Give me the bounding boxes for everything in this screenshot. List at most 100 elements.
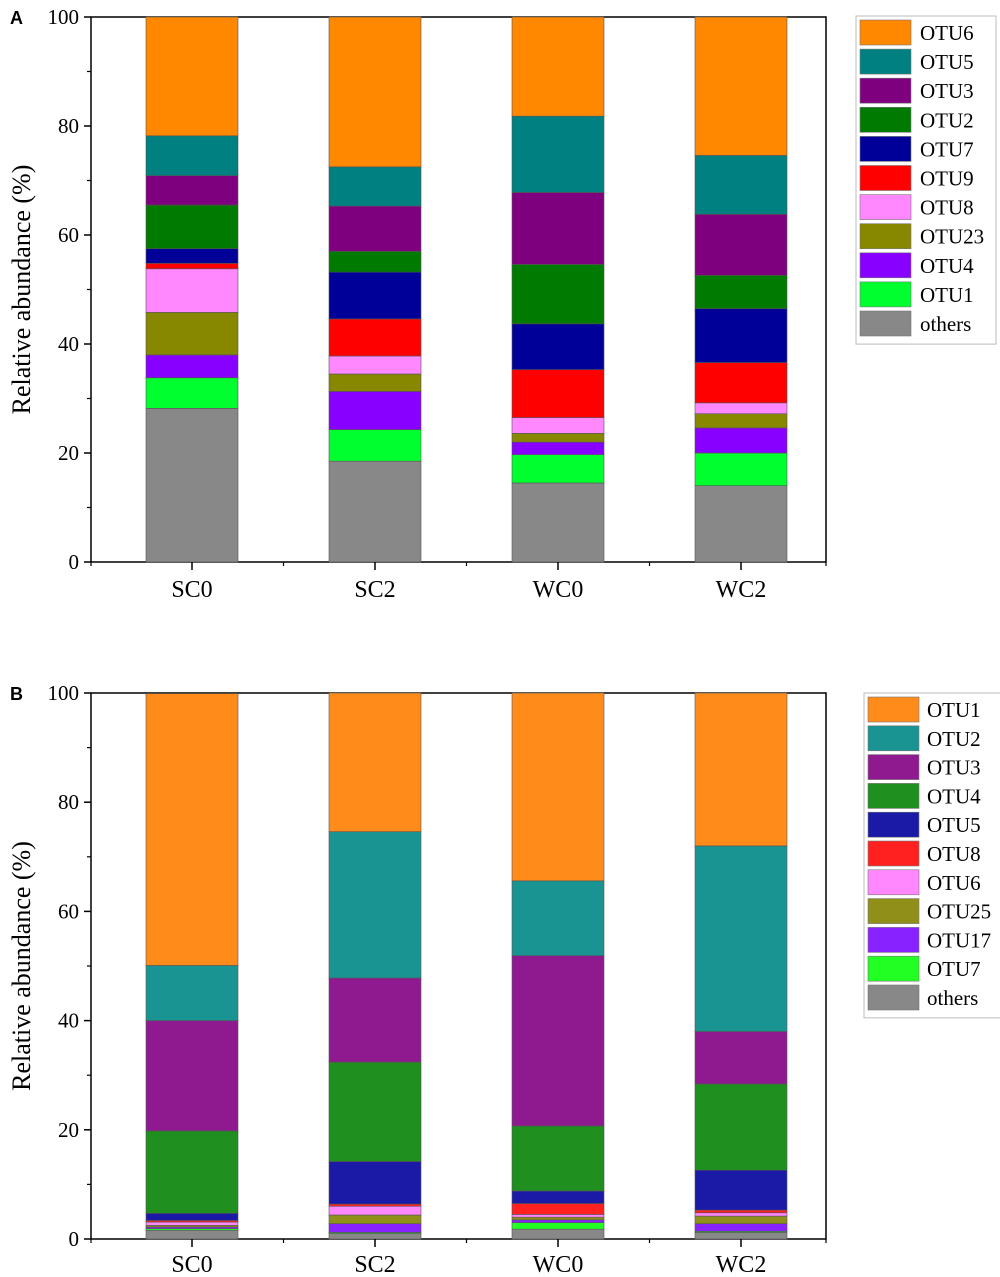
bar-segment-wc2-otu4 <box>694 1083 788 1171</box>
legend-label-otu9: OTU9 <box>920 167 974 191</box>
legend-label-otu4: OTU4 <box>920 254 974 278</box>
bar-segment-sc2-otu8 <box>328 355 422 375</box>
panel-label: A <box>10 8 23 28</box>
bar-segment-sc2-otu2 <box>328 831 422 979</box>
y-axis-title: Relative abundance (%) <box>7 165 36 415</box>
legend-label-otu7: OTU7 <box>920 137 974 161</box>
bar-segment-sc0-otu7 <box>145 248 239 264</box>
x-tick-label-wc0: WC0 <box>533 577 584 603</box>
bar-segment-sc0-otu3 <box>145 175 239 206</box>
legend-label-otu17: OTU17 <box>927 928 991 952</box>
panel-b: B 0 20 40 60 80 100 SC0 SC2 WC0 WC2 Relative abunda… <box>7 681 1000 1277</box>
bar-segment-wc0-otu6 <box>511 1214 605 1218</box>
bar-segment-sc2-otu7 <box>328 271 422 320</box>
legend-label-otu23: OTU23 <box>920 225 984 249</box>
bar-segment-sc2-otu5 <box>328 1161 422 1205</box>
bar-segment-wc2-others <box>694 1232 788 1240</box>
y-tick-label: 0 <box>69 550 80 574</box>
bar-segment-sc0-otu23 <box>145 312 239 356</box>
legend-label-otu1: OTU1 <box>927 698 981 722</box>
bar-segment-sc0-otu1 <box>145 377 239 409</box>
bar-segment-wc0-otu25 <box>511 1216 605 1221</box>
bar-segment-sc2-otu6 <box>328 1205 422 1216</box>
bar-segment-wc2-otu5 <box>694 1169 788 1211</box>
bar-segment-sc2-otu9 <box>328 318 422 357</box>
bar-segment-sc0-otu5 <box>145 135 239 176</box>
bar-segment-sc0-otu9 <box>145 263 239 270</box>
bar-segment-wc2-otu3 <box>694 1031 788 1085</box>
bar-segment-wc2-otu7 <box>694 308 788 363</box>
legend-label-otu5: OTU5 <box>927 813 981 837</box>
legend-swatch-otu5 <box>859 48 912 75</box>
bar-segment-wc0-otu1 <box>511 692 605 882</box>
bar-segment-sc2-otu3 <box>328 977 422 1063</box>
legend-label-otu8: OTU8 <box>920 196 974 220</box>
legend-label-otu3: OTU3 <box>920 79 974 103</box>
bar-segment-wc0-otu1 <box>511 454 605 484</box>
legend-swatch-others <box>859 310 912 337</box>
legend-swatch-otu7 <box>867 955 920 982</box>
y-tick-label: 100 <box>48 681 80 705</box>
legend-label-others: others <box>920 312 971 336</box>
legend-swatch-otu8 <box>867 840 920 867</box>
bar-segment-wc0-otu2 <box>511 264 605 325</box>
panel-label: B <box>10 684 23 704</box>
legend-label-otu5: OTU5 <box>920 50 974 74</box>
bar-segment-wc0-otu17 <box>511 1219 605 1223</box>
legend-swatch-otu3 <box>859 77 912 104</box>
x-tick-label-sc2: SC2 <box>354 577 395 603</box>
legend-label-otu2: OTU2 <box>927 727 981 751</box>
bar-segment-sc2-otu8 <box>328 1203 422 1207</box>
bar-segment-wc0-otu8 <box>511 417 605 434</box>
x-tick-label-sc2: SC2 <box>354 1252 395 1277</box>
legend-label-otu25: OTU25 <box>927 900 991 924</box>
legend-label-otu8: OTU8 <box>927 842 981 866</box>
legend-label-otu1: OTU1 <box>920 283 974 307</box>
y-tick-label: 100 <box>48 5 80 29</box>
legend-swatch-otu8 <box>859 194 912 220</box>
legend-swatch-otu17 <box>867 927 920 953</box>
y-tick-label: 0 <box>69 1227 80 1251</box>
legend-label-otu7: OTU7 <box>927 957 981 981</box>
bar-segment-wc0-otu2 <box>511 880 605 956</box>
y-tick-label: 80 <box>58 790 79 814</box>
bar-segment-wc0-otu4 <box>511 441 605 455</box>
bar-segment-wc2-otu6 <box>694 16 788 156</box>
legend-swatch-otu1 <box>859 281 912 308</box>
bar-segment-wc0-otu9 <box>511 369 605 418</box>
legend-swatch-otu1 <box>867 696 920 723</box>
x-tick-label-sc0: SC0 <box>171 577 212 603</box>
bar-segment-sc0-otu8 <box>145 268 239 313</box>
legend-swatch-otu4 <box>867 783 920 809</box>
bar-segment-sc0-otu6 <box>145 1221 239 1226</box>
legend-label-otu3: OTU3 <box>927 756 981 780</box>
bar-segment-sc0-others <box>145 1229 239 1240</box>
bar-segment-wc2-otu17 <box>694 1223 788 1232</box>
bar-segment-wc2-otu8 <box>694 1209 788 1214</box>
bar-segment-sc0-otu1 <box>145 693 239 966</box>
bar-segment-sc2-otu4 <box>328 1061 422 1162</box>
bar-segment-wc0-otu8 <box>511 1203 605 1215</box>
bar-segment-sc0-otu5 <box>145 1213 239 1221</box>
bar-segment-sc0-otu4 <box>145 354 239 379</box>
bar-segment-wc0-otu23 <box>511 433 605 443</box>
bar-segment-wc0-otu7 <box>511 323 605 370</box>
bar-segment-sc2-otu17 <box>328 1223 422 1233</box>
legend-label-others: others <box>927 986 978 1010</box>
bar-segment-wc0-otu3 <box>511 955 605 1127</box>
bar-segment-wc2-otu6 <box>694 1212 788 1217</box>
legend-label-otu4: OTU4 <box>927 784 981 808</box>
y-tick-label: 80 <box>58 114 79 138</box>
legend-swatch-otu23 <box>859 223 912 249</box>
bar-segment-sc0-otu3 <box>145 1020 239 1132</box>
y-tick-label: 20 <box>58 1118 79 1142</box>
bar-segment-wc2-others <box>694 485 788 563</box>
bar-segment-wc0-otu5 <box>511 1190 605 1204</box>
legend-swatch-otu9 <box>859 165 912 191</box>
y-tick-label: 20 <box>58 441 79 465</box>
bar-segment-sc2-otu4 <box>328 391 422 430</box>
bar-segment-wc0-others <box>511 1228 605 1240</box>
bar-segment-sc0-otu2 <box>145 965 239 1021</box>
bar-segment-sc0-otu4 <box>145 1130 239 1214</box>
